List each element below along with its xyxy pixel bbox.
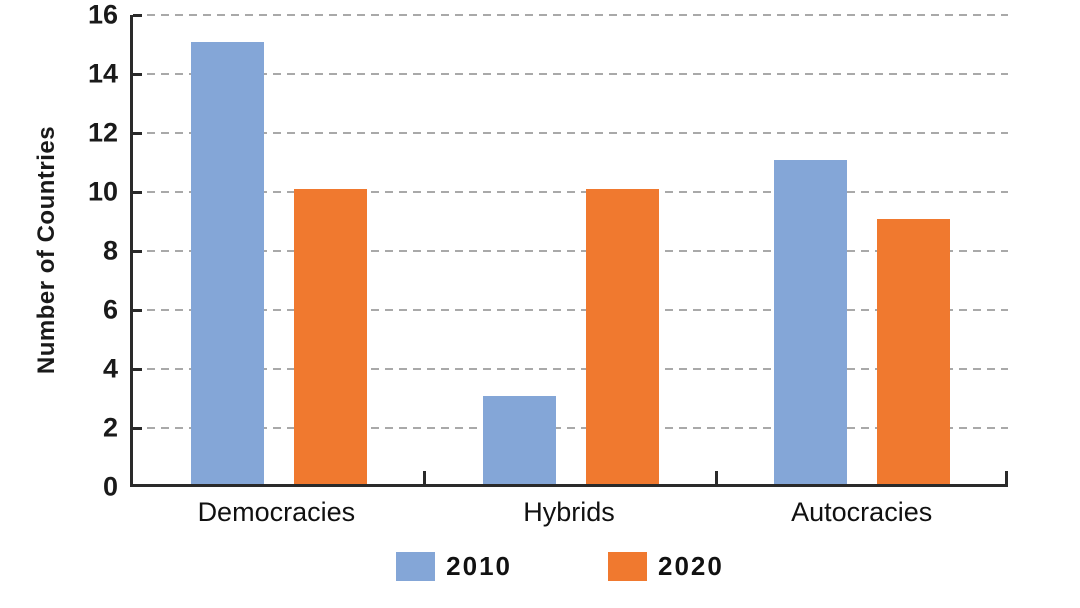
legend-label-2020: 2020 bbox=[658, 551, 724, 581]
y-axis-tick-labels: 0 2 4 6 8 10 12 14 16 bbox=[0, 0, 118, 502]
y-tick-mark-6 bbox=[133, 308, 142, 312]
x-category-label-hybrids: Hybrids bbox=[523, 497, 615, 527]
y-tick-label-16: 16 bbox=[87, 0, 118, 30]
x-axis-category-labels: Democracies Hybrids Autocracies bbox=[130, 497, 1008, 528]
y-tick-mark-16 bbox=[133, 13, 142, 17]
y-tick-mark-4 bbox=[133, 367, 142, 371]
x-tick-mark-1 bbox=[423, 471, 427, 484]
y-tick-label-10: 10 bbox=[87, 176, 118, 207]
legend: 2010 2020 bbox=[0, 551, 1080, 582]
y-tick-mark-14 bbox=[133, 72, 142, 76]
legend-label-2010: 2010 bbox=[446, 551, 512, 581]
y-tick-label-4: 4 bbox=[102, 353, 118, 384]
gridline-y-6 bbox=[133, 309, 1008, 311]
y-tick-label-2: 2 bbox=[102, 412, 118, 443]
y-tick-label-14: 14 bbox=[87, 58, 118, 89]
bar-democracies-2020 bbox=[293, 189, 367, 484]
bar-autocracies-2020 bbox=[877, 218, 951, 484]
bar-hybrids-2010 bbox=[482, 395, 556, 484]
legend-item-2010: 2010 bbox=[396, 551, 512, 582]
x-tick-mark-3 bbox=[1005, 471, 1008, 484]
y-tick-label-12: 12 bbox=[87, 117, 118, 148]
gridline-y-14 bbox=[133, 73, 1008, 75]
y-tick-label-8: 8 bbox=[102, 235, 118, 266]
bar-hybrids-2020 bbox=[585, 189, 659, 484]
y-tick-mark-12 bbox=[133, 131, 142, 135]
y-tick-label-0: 0 bbox=[102, 471, 118, 502]
y-tick-mark-2 bbox=[133, 426, 142, 430]
legend-item-2020: 2020 bbox=[608, 551, 724, 582]
x-category-label-autocracies: Autocracies bbox=[791, 497, 933, 527]
legend-swatch-2020 bbox=[608, 552, 647, 581]
bar-democracies-2010 bbox=[190, 41, 264, 484]
y-tick-mark-10 bbox=[133, 190, 142, 194]
bar-autocracies-2010 bbox=[774, 159, 848, 484]
x-tick-mark-2 bbox=[714, 471, 718, 484]
x-category-label-democracies: Democracies bbox=[197, 497, 356, 527]
gridline-y-12 bbox=[133, 132, 1008, 134]
gridline-y-10 bbox=[133, 191, 1008, 193]
gridline-y-16 bbox=[133, 14, 1008, 16]
legend-swatch-2010 bbox=[396, 552, 436, 581]
plot-area bbox=[130, 13, 1008, 487]
gridline-y-2 bbox=[133, 427, 1008, 429]
gridline-y-4 bbox=[133, 368, 1008, 370]
y-tick-label-6: 6 bbox=[102, 294, 118, 325]
y-tick-mark-8 bbox=[133, 249, 142, 253]
gridline-y-8 bbox=[133, 250, 1008, 252]
